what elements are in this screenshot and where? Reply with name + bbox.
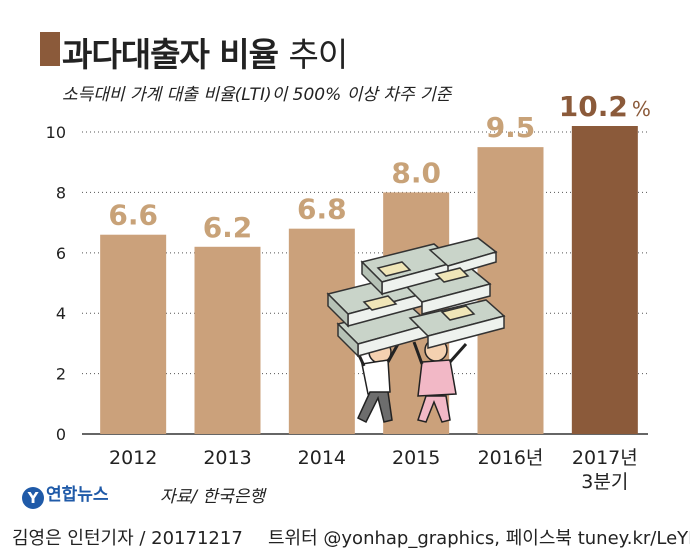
x-tick-label: 2012 [109, 447, 157, 469]
data-label-value: 6.8 [297, 193, 347, 226]
bar [571, 126, 638, 434]
title-bold: 과다대출자 비율 [62, 35, 279, 74]
y-tick-label: 2 [56, 365, 66, 384]
y-tick-label: 8 [56, 183, 66, 202]
yonhap-logo: Y 연합뉴스 [22, 480, 109, 509]
x-tick-label: 2016년 [478, 447, 544, 469]
x-tick-label: 2014 [298, 447, 346, 469]
data-label-value: 6.2 [203, 211, 253, 244]
yonhap-logo-icon: Y [22, 487, 44, 509]
data-label-value: 6.6 [108, 199, 158, 232]
cash-bundles-icon [326, 237, 506, 358]
data-label-value: 10.2 [559, 90, 628, 123]
logo-text: 연합뉴스 [46, 485, 109, 505]
chart-subtitle: 소득대비 가계 대출 비율(LTI)이 500% 이상 차주 기준 [62, 85, 452, 105]
person-right-icon [412, 338, 468, 423]
x-tick-label: 2013 [203, 447, 251, 469]
social-links: 트위터 @yonhap_graphics, 페이스북 tuney.kr/LeYN… [268, 528, 690, 549]
x-tick-label: 3분기 [581, 471, 628, 493]
title-accent-bar [40, 32, 60, 66]
data-source: 자료/ 한국은행 [160, 487, 265, 507]
title-light: 추이 [288, 35, 349, 74]
data-label-value: 9.5 [486, 111, 536, 144]
y-tick-label: 10 [46, 123, 66, 142]
stack-of-cash-carriers-icon [326, 237, 506, 424]
person-left-icon [352, 340, 400, 424]
bar [100, 234, 167, 434]
y-tick-label: 6 [56, 244, 66, 263]
page-title: 과다대출자 비율 추이 [62, 28, 349, 76]
bar [194, 246, 261, 434]
data-label: 9.5 [486, 111, 536, 144]
data-label: 10.2% [559, 90, 651, 123]
data-label: 6.2 [203, 211, 253, 244]
x-tick-label: 2015 [392, 447, 440, 469]
data-label-unit: % [632, 97, 651, 121]
data-label: 6.6 [108, 199, 158, 232]
y-tick-label: 4 [56, 304, 66, 323]
data-label: 6.8 [297, 193, 347, 226]
author-credit: 김영은 인턴기자 / 20171217 [12, 528, 243, 549]
x-tick-label: 2017년 [572, 447, 638, 469]
data-label-value: 8.0 [391, 156, 441, 189]
y-tick-label: 0 [56, 425, 66, 444]
data-label: 8.0 [391, 156, 441, 189]
